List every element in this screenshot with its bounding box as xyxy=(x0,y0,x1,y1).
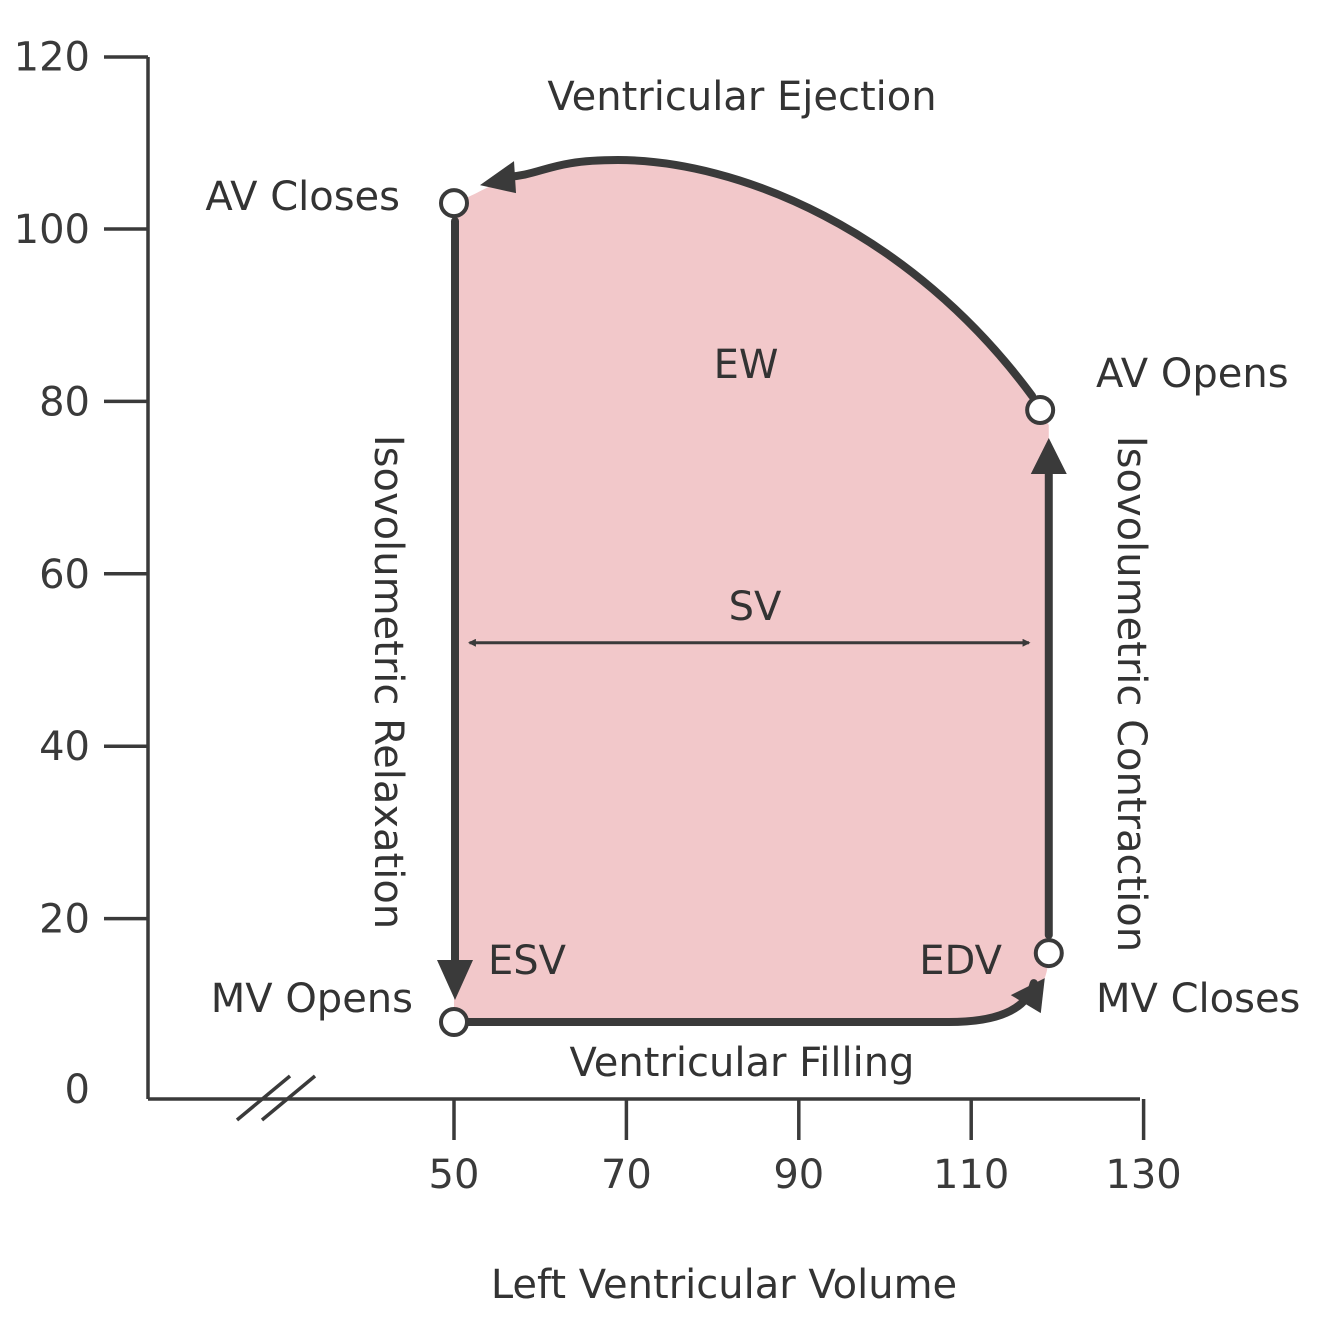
phase-label-relaxation: Isovolumetric Relaxation xyxy=(365,435,411,929)
axis-break-mark xyxy=(260,1074,317,1122)
y-tick-label: 80 xyxy=(39,379,90,425)
filling-arrowhead xyxy=(1010,978,1045,1014)
x-axis-label: Left Ventricular Volume xyxy=(491,1262,957,1308)
phase-label-ejection: Ventricular Ejection xyxy=(547,74,936,120)
y-tick-label: 120 xyxy=(14,35,90,81)
y-tick-label: 20 xyxy=(39,897,90,943)
x-tick-label: 110 xyxy=(933,1152,1009,1198)
point-mv-closes xyxy=(1033,938,1064,969)
x-tick-label: 70 xyxy=(601,1152,652,1198)
y-tick-label: 40 xyxy=(39,724,90,770)
y-tick-label: 100 xyxy=(14,207,90,253)
point-label-av-closes: AV Closes xyxy=(205,174,400,220)
ew-label: EW xyxy=(714,342,779,388)
y-tick-label: 0 xyxy=(65,1067,90,1113)
phase-label-contraction: Isovolumetric Contraction xyxy=(1108,436,1154,952)
y-tick-label: 60 xyxy=(39,552,90,598)
ew-area xyxy=(454,160,1049,1023)
point-av-closes xyxy=(439,188,469,219)
edv-label: EDV xyxy=(919,938,1002,984)
sv-label: SV xyxy=(729,584,782,630)
point-mv-opens xyxy=(439,1007,469,1038)
x-tick-label: 130 xyxy=(1105,1152,1181,1198)
pv-loop xyxy=(437,156,1067,1038)
ejection-arrowhead xyxy=(480,161,516,194)
axis-break-mark xyxy=(235,1074,292,1122)
contraction-arrowhead xyxy=(1030,438,1067,475)
x-tick-label: 90 xyxy=(773,1152,824,1198)
ejection-curve xyxy=(500,156,1037,401)
esv-label: ESV xyxy=(488,938,567,984)
point-label-mv-opens: MV Opens xyxy=(211,976,413,1022)
relaxation-arrowhead xyxy=(437,960,473,1001)
point-av-opens xyxy=(1025,395,1056,426)
point-label-av-opens: AV Opens xyxy=(1096,351,1289,397)
phase-label-filling: Ventricular Filling xyxy=(570,1040,915,1086)
point-label-mv-closes: MV Closes xyxy=(1096,976,1300,1022)
x-tick-label: 50 xyxy=(429,1152,480,1198)
axes: 0 20 40 60 80 100 120 50 70 90 110 130 xyxy=(14,35,1182,1198)
